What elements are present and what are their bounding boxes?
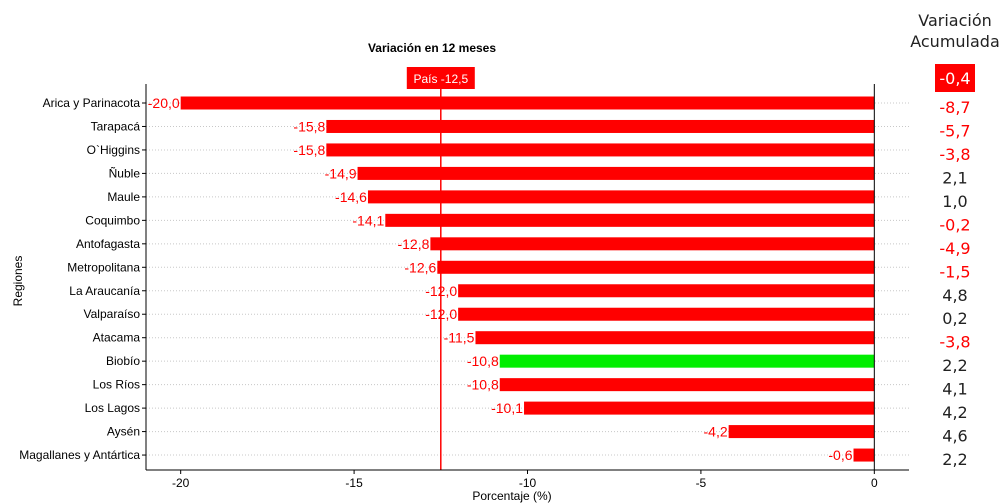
bar bbox=[499, 378, 875, 392]
value-label: -10,1 bbox=[491, 400, 523, 416]
cumulative-value: 0,2 bbox=[942, 309, 967, 328]
cumulative-value: -3,8 bbox=[939, 145, 970, 164]
bar bbox=[326, 119, 875, 133]
value-label: -0,6 bbox=[828, 447, 852, 463]
bar bbox=[853, 448, 875, 462]
cumulative-value: 2,1 bbox=[942, 168, 967, 187]
country-cumulative-box bbox=[935, 64, 975, 92]
bar bbox=[326, 143, 875, 157]
bar bbox=[430, 237, 875, 251]
country-cumulative-value: -0,4 bbox=[939, 69, 970, 88]
x-tick-label: -10 bbox=[519, 476, 537, 490]
category-label: Biobío bbox=[106, 354, 140, 368]
cumulative-value: -0,2 bbox=[939, 215, 970, 234]
reference-label: País -12,5 bbox=[413, 72, 468, 86]
cumulative-value: 4,2 bbox=[942, 403, 967, 422]
y-axis-title: Regiones bbox=[11, 256, 25, 307]
category-label: Tarapacá bbox=[91, 119, 141, 133]
category-label: Ñuble bbox=[109, 166, 141, 180]
cumulative-value: 2,2 bbox=[942, 450, 967, 469]
x-tick-label: -5 bbox=[696, 476, 707, 490]
category-label: O`Higgins bbox=[87, 143, 140, 157]
bar bbox=[385, 213, 875, 227]
value-label: -4,2 bbox=[704, 424, 728, 440]
bar bbox=[437, 260, 875, 274]
bar bbox=[524, 401, 875, 415]
cumulative-header-line-1: Variación bbox=[918, 11, 992, 30]
cumulative-value: -5,7 bbox=[939, 121, 970, 140]
cumulative-value: 2,2 bbox=[942, 356, 967, 375]
category-label: Coquimbo bbox=[85, 213, 140, 227]
value-label: -11,5 bbox=[444, 330, 475, 346]
bar bbox=[458, 284, 875, 298]
bar bbox=[180, 96, 875, 110]
category-label: Metropolitana bbox=[67, 260, 140, 274]
cumulative-header-line-2: Acumulada bbox=[910, 32, 1000, 51]
cumulative-value: -1,5 bbox=[939, 262, 970, 281]
category-label: Valparaíso bbox=[84, 307, 141, 321]
category-label: Los Ríos bbox=[93, 378, 140, 392]
category-label: Antofagasta bbox=[76, 237, 140, 251]
bar bbox=[458, 307, 875, 321]
cumulative-value: 4,1 bbox=[942, 380, 967, 399]
value-label: -10,8 bbox=[467, 377, 499, 393]
plot-area: -20,0 Arica y Parinacota -15,8 Tarapacá -15,… bbox=[19, 64, 975, 490]
cumulative-value: 1,0 bbox=[942, 192, 967, 211]
value-label: -14,6 bbox=[335, 189, 367, 205]
category-label: Atacama bbox=[93, 331, 141, 345]
category-label: Arica y Parinacota bbox=[43, 96, 141, 110]
cumulative-variation-header: Variación Acumulada bbox=[906, 10, 1004, 52]
x-tick-label: 0 bbox=[871, 476, 878, 490]
value-label: -20,0 bbox=[148, 95, 180, 111]
bar bbox=[475, 331, 875, 345]
value-label: -15,8 bbox=[293, 142, 325, 158]
cumulative-value: 4,8 bbox=[942, 286, 967, 305]
bar bbox=[728, 425, 875, 439]
value-label: -14,1 bbox=[352, 212, 384, 228]
x-tick-label: -15 bbox=[345, 476, 363, 490]
cumulative-value: -4,9 bbox=[939, 239, 970, 258]
x-axis-title: Porcentaje (%) bbox=[472, 489, 551, 503]
chart-title: Variación en 12 meses bbox=[368, 41, 496, 55]
value-label: -10,8 bbox=[467, 353, 499, 369]
bar bbox=[367, 190, 875, 204]
value-label: -12,8 bbox=[397, 236, 429, 252]
category-label: Magallanes y Antártica bbox=[19, 448, 140, 462]
cumulative-value: -3,8 bbox=[939, 333, 970, 352]
category-label: Aysén bbox=[107, 425, 140, 439]
bar bbox=[499, 354, 875, 368]
value-label: -12,6 bbox=[404, 259, 436, 275]
x-tick-label: -20 bbox=[172, 476, 190, 490]
reference-label-box bbox=[406, 67, 475, 89]
value-label: -14,9 bbox=[325, 165, 357, 181]
category-label: Maule bbox=[107, 190, 140, 204]
cumulative-value: 4,6 bbox=[942, 427, 967, 446]
value-label: -15,8 bbox=[293, 118, 325, 134]
category-label: Los Lagos bbox=[85, 401, 140, 415]
cumulative-value: -8,7 bbox=[939, 98, 970, 117]
category-label: La Araucanía bbox=[69, 284, 140, 298]
bar bbox=[357, 166, 875, 180]
